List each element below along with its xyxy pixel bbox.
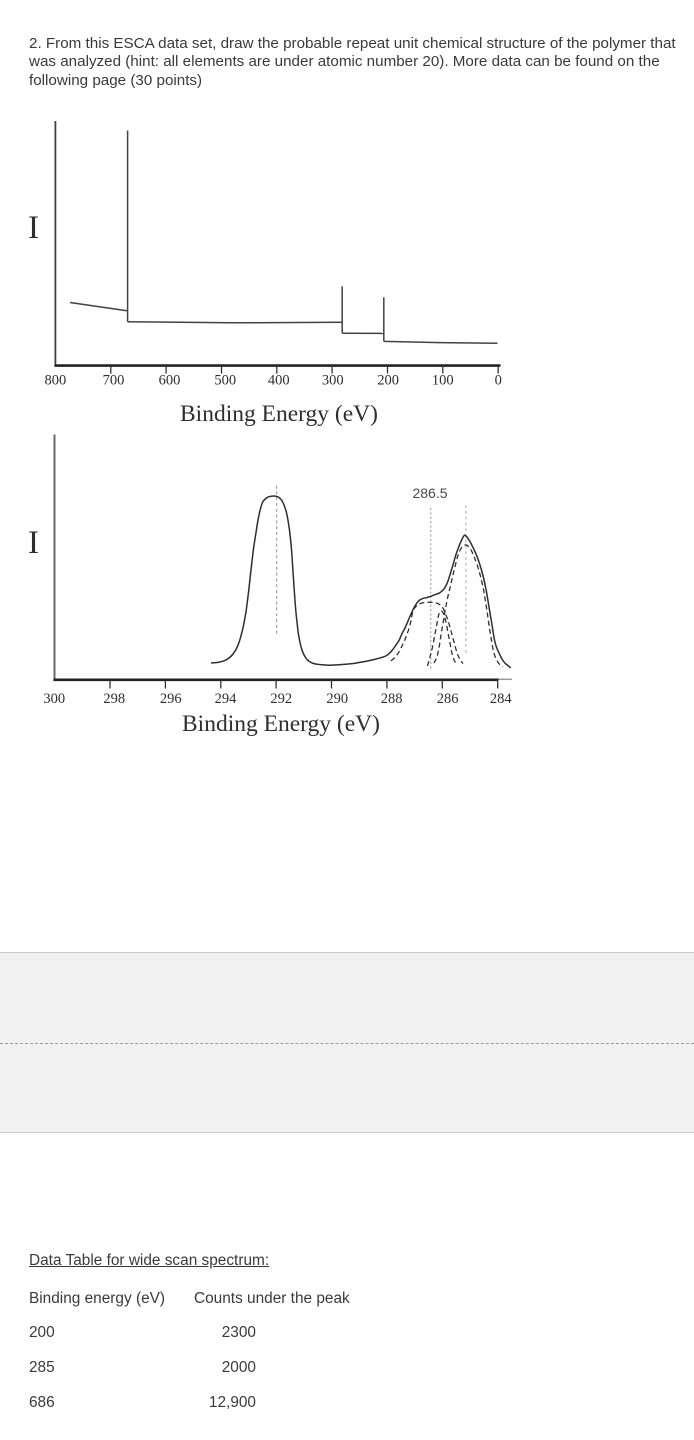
svg-text:I: I	[28, 525, 39, 561]
svg-text:400: 400	[268, 372, 290, 388]
svg-text:286: 286	[437, 691, 459, 707]
svg-text:700: 700	[103, 372, 125, 388]
svg-text:284: 284	[490, 691, 513, 707]
svg-text:Binding Energy (eV): Binding Energy (eV)	[180, 401, 378, 427]
svg-text:288: 288	[381, 691, 403, 707]
svg-text:I: I	[28, 210, 39, 246]
svg-text:294: 294	[215, 691, 238, 707]
svg-text:500: 500	[214, 372, 236, 388]
svg-text:298: 298	[103, 691, 125, 707]
svg-text:200: 200	[377, 372, 399, 388]
svg-text:292: 292	[270, 691, 292, 707]
svg-text:Binding Energy (eV): Binding Energy (eV)	[182, 711, 380, 737]
svg-text:290: 290	[326, 691, 348, 707]
svg-text:600: 600	[159, 372, 181, 388]
svg-text:300: 300	[322, 372, 344, 388]
svg-text:286.5: 286.5	[412, 485, 447, 501]
svg-text:100: 100	[432, 372, 454, 388]
svg-text:0: 0	[495, 372, 502, 388]
svg-text:800: 800	[45, 372, 67, 388]
svg-text:300: 300	[43, 691, 65, 707]
svg-text:296: 296	[160, 691, 182, 707]
